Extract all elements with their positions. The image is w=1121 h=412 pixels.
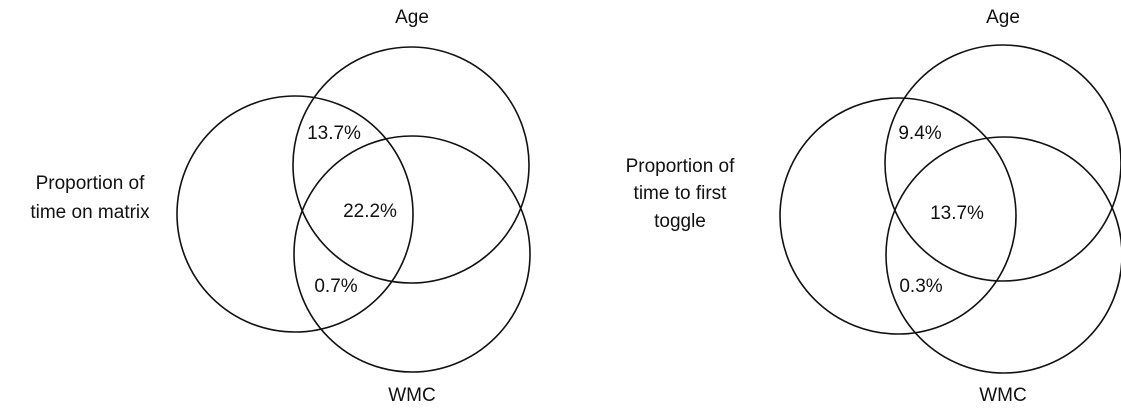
region-label: 13.7% xyxy=(307,123,361,144)
side-circle xyxy=(176,95,414,333)
region-label: 0.7% xyxy=(314,276,357,297)
side-label: time on matrix xyxy=(30,202,150,223)
bottom-circle xyxy=(293,135,531,373)
bottom-label: WMC xyxy=(979,385,1026,406)
region-label: 9.4% xyxy=(898,123,941,144)
venn-left: Age WMC Proportion of time on matrix 13.… xyxy=(30,7,531,406)
side-label: Proportion of xyxy=(36,173,146,194)
top-label: Age xyxy=(395,7,429,28)
bottom-label: WMC xyxy=(388,385,435,406)
top-circle xyxy=(292,46,530,284)
side-label: time to first xyxy=(634,183,728,204)
region-label: 22.2% xyxy=(343,201,397,222)
top-label: Age xyxy=(986,7,1020,28)
venn-right: Age WMC Proportion of time to first togg… xyxy=(626,7,1121,406)
side-circle xyxy=(779,97,1017,335)
region-label: 0.3% xyxy=(899,276,942,297)
bottom-circle xyxy=(885,136,1121,374)
side-label: Proportion of xyxy=(626,156,736,177)
top-circle xyxy=(884,44,1121,282)
side-label: toggle xyxy=(654,211,706,232)
region-label: 13.7% xyxy=(930,203,984,224)
